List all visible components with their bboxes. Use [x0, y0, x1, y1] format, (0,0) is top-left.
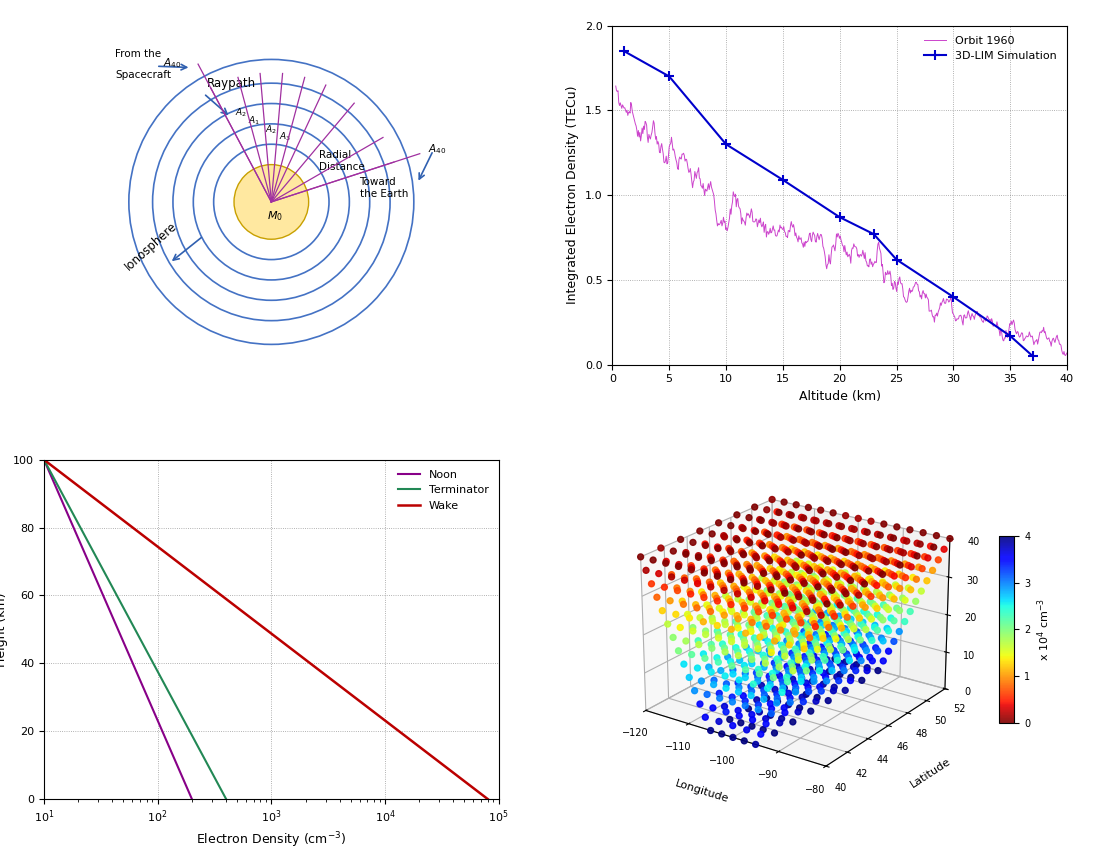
Text: $M_0$: $M_0$ — [266, 209, 283, 223]
Wake — [37, 455, 51, 465]
Orbit 1960 — [689, 170, 702, 180]
Ellipse shape — [234, 165, 309, 239]
Noon — [176, 774, 189, 784]
Noon — [157, 731, 170, 741]
Wake — [75, 484, 88, 494]
Terminator — [53, 484, 66, 494]
Orbit 1960 — [911, 279, 924, 289]
Line: Orbit 1960: Orbit 1960 — [616, 86, 1067, 355]
3D-LIM Simulation — [867, 229, 880, 239]
Wake — [481, 794, 494, 804]
X-axis label: Altitude (km): Altitude (km) — [799, 390, 881, 403]
Y-axis label: Latitude: Latitude — [909, 756, 953, 790]
Terminator — [209, 774, 222, 784]
Text: Spacecraft: Spacecraft — [116, 70, 172, 80]
Noon — [185, 794, 198, 804]
Orbit 1960 — [949, 315, 962, 326]
Text: Ionosphere: Ionosphere — [122, 219, 179, 273]
Wake — [363, 704, 376, 714]
Wake — [398, 731, 411, 741]
3D-LIM Simulation — [833, 212, 846, 223]
Wake — [59, 472, 73, 482]
Line: 3D-LIM Simulation: 3D-LIM Simulation — [619, 46, 1037, 361]
Line: Noon: Noon — [44, 460, 191, 799]
Orbit 1960 — [609, 81, 623, 91]
Noon — [37, 455, 51, 465]
Line: Terminator: Terminator — [44, 460, 227, 799]
Text: $A_3$: $A_3$ — [278, 130, 292, 143]
Orbit 1960 — [725, 201, 738, 211]
Wake — [463, 780, 476, 791]
3D-LIM Simulation — [617, 46, 630, 56]
Noon — [45, 472, 58, 482]
Wake — [454, 774, 467, 784]
Text: $A_1$: $A_1$ — [249, 115, 261, 128]
Noon — [179, 780, 192, 791]
Noon — [50, 484, 63, 494]
3D-LIM Simulation — [662, 71, 675, 82]
Noon — [146, 704, 160, 714]
Text: $A_{40}$: $A_{40}$ — [428, 142, 447, 156]
Text: Radial
Distance: Radial Distance — [319, 150, 364, 172]
Terminator — [212, 780, 226, 791]
3D-LIM Simulation — [890, 254, 903, 264]
Orbit 1960 — [1060, 348, 1074, 358]
Legend: Noon, Terminator, Wake: Noon, Terminator, Wake — [393, 465, 493, 515]
3D-LIM Simulation — [1003, 331, 1016, 341]
Terminator — [170, 704, 184, 714]
Terminator — [46, 472, 59, 482]
X-axis label: Electron Density (cm$^{-3}$): Electron Density (cm$^{-3}$) — [196, 831, 346, 850]
Orbit 1960 — [876, 261, 889, 271]
Line: Wake: Wake — [44, 460, 487, 799]
Text: $A_2$: $A_2$ — [265, 123, 277, 136]
3D-LIM Simulation — [947, 292, 960, 302]
Legend: Orbit 1960, 3D-LIM Simulation: Orbit 1960, 3D-LIM Simulation — [920, 31, 1062, 65]
Text: From the: From the — [116, 49, 162, 60]
Terminator — [186, 731, 199, 741]
Terminator — [220, 794, 233, 804]
Text: Toward
the Earth: Toward the Earth — [360, 177, 408, 199]
X-axis label: Longitude: Longitude — [674, 778, 730, 804]
Text: Raypath: Raypath — [207, 76, 256, 89]
3D-LIM Simulation — [719, 139, 733, 150]
Y-axis label: Integrated Electron Density (TECu): Integrated Electron Density (TECu) — [566, 86, 580, 304]
Y-axis label: x 10$^4$ cm$^{-3}$: x 10$^4$ cm$^{-3}$ — [1036, 598, 1053, 661]
Text: $A_{40}$: $A_{40}$ — [163, 56, 182, 70]
Orbit 1960 — [1059, 350, 1072, 360]
Terminator — [37, 455, 51, 465]
Y-axis label: Height (km): Height (km) — [0, 592, 8, 666]
3D-LIM Simulation — [777, 175, 790, 185]
3D-LIM Simulation — [1026, 351, 1039, 361]
Text: $A_2$: $A_2$ — [234, 106, 246, 119]
Orbit 1960 — [813, 231, 826, 241]
